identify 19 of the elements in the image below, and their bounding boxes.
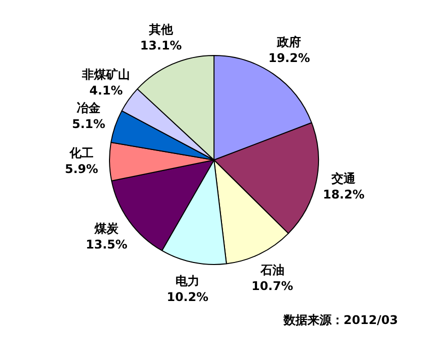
data-label: 5.9% — [64, 162, 98, 176]
data-label: 13.1% — [140, 38, 182, 53]
slice-label: 化工 — [68, 146, 94, 160]
slice-label: 电力 — [176, 274, 200, 288]
slice-label: 冶金 — [76, 101, 102, 116]
slice-label: 非煤矿山 — [81, 67, 130, 82]
data-label: 4.1% — [89, 83, 123, 98]
slice-label: 政府 — [276, 35, 302, 50]
data-label: 19.2% — [268, 51, 310, 66]
data-label: 13.5% — [86, 238, 128, 252]
source-note: 数据来源：2012/03 — [284, 312, 398, 329]
data-label: 5.1% — [72, 117, 106, 132]
data-label: 10.7% — [251, 279, 294, 294]
slice-label: 煤炭 — [94, 222, 120, 236]
slice-label: 交通 — [330, 171, 357, 186]
slice-label: 其他 — [148, 22, 174, 37]
slice-label: 石油 — [259, 263, 284, 278]
data-label: 10.2% — [166, 290, 208, 304]
data-label: 18.2% — [322, 187, 364, 202]
